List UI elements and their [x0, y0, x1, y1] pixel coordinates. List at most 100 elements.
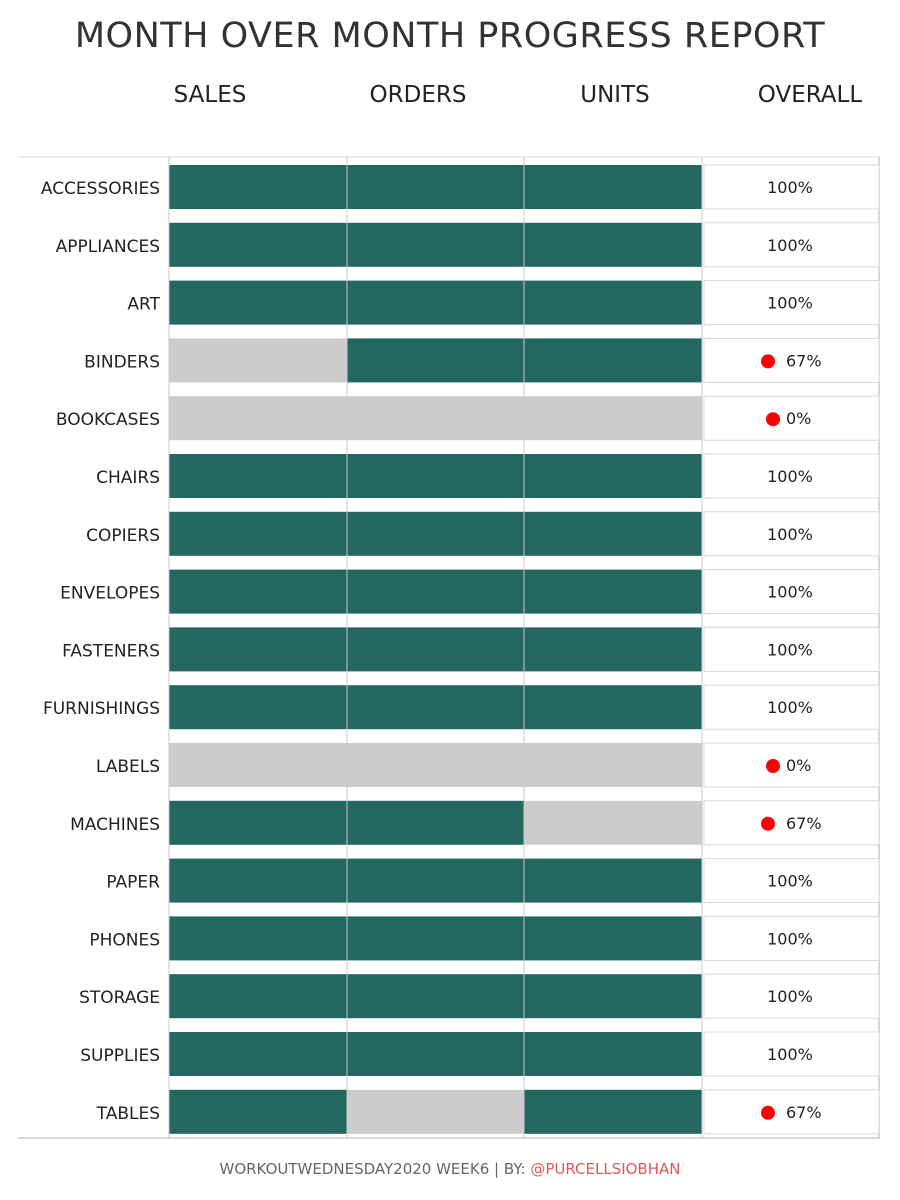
status-bar-units — [524, 569, 702, 614]
status-bar-orders — [347, 338, 525, 383]
row-label: TABLES — [96, 1104, 160, 1124]
overall-cell — [703, 800, 880, 846]
status-bar-units — [524, 685, 702, 730]
overall-cell — [703, 164, 880, 210]
overall-cell — [703, 511, 880, 557]
row-label: FURNISHINGS — [43, 699, 160, 719]
overall-value: 100% — [767, 987, 813, 1006]
flag-dot — [761, 816, 775, 831]
row-label: BOOKCASES — [56, 410, 160, 430]
overall-value: 100% — [767, 294, 813, 313]
status-bar-orders — [347, 627, 525, 672]
row-label: BINDERS — [84, 352, 160, 372]
status-bar-orders — [347, 743, 525, 787]
overall-value: 100% — [767, 236, 813, 255]
flag-dot — [761, 1105, 775, 1120]
column-header-overall: OVERALL — [757, 82, 863, 108]
status-bar-units — [524, 396, 702, 441]
status-bar-orders — [347, 396, 525, 441]
row-label: FASTENERS — [62, 641, 160, 661]
status-bar-units — [524, 165, 702, 209]
status-bar-units — [524, 222, 702, 267]
overall-value: 0% — [786, 756, 811, 775]
status-bar-orders — [347, 916, 525, 961]
status-bar-orders — [347, 1032, 525, 1076]
status-bar-units — [524, 627, 702, 672]
overall-value: 100% — [767, 583, 813, 602]
status-bar-orders — [347, 511, 525, 556]
status-bar-sales — [169, 685, 347, 730]
overall-value: 100% — [767, 640, 813, 659]
status-bar-sales — [169, 222, 347, 267]
row-label: COPIERS — [86, 526, 160, 546]
status-bar-units — [524, 280, 702, 325]
status-bar-units — [524, 1089, 702, 1134]
overall-cell — [703, 915, 880, 961]
overall-value: 100% — [767, 178, 813, 197]
overall-cell — [703, 1089, 880, 1135]
overall-cell — [703, 280, 880, 326]
column-header-orders: ORDERS — [369, 82, 467, 108]
status-bar-orders — [347, 165, 525, 209]
overall-cell — [703, 973, 880, 1019]
status-bar-sales — [169, 569, 347, 614]
flag-dot — [766, 412, 780, 427]
status-bar-orders — [347, 222, 525, 267]
status-bar-orders — [347, 1089, 525, 1134]
status-bar-sales — [169, 858, 347, 903]
column-header-units: UNITS — [580, 82, 650, 108]
status-bar-sales — [169, 280, 347, 325]
footer-credit: WORKOUTWEDNESDAY2020 WEEK6 | BY: @PURCEL… — [0, 1160, 900, 1178]
status-bar-units — [524, 800, 702, 845]
status-bar-orders — [347, 858, 525, 903]
status-bar-orders — [347, 800, 525, 845]
status-bar-sales — [169, 511, 347, 556]
overall-value: 67% — [786, 814, 822, 833]
overall-value: 100% — [767, 467, 813, 486]
row-label: STORAGE — [79, 988, 160, 1008]
overall-value: 100% — [767, 525, 813, 544]
row-label: SUPPLIES — [80, 1046, 160, 1066]
status-bar-units — [524, 858, 702, 903]
overall-cell — [703, 858, 880, 904]
status-bar-sales — [169, 338, 347, 383]
overall-cell — [703, 1031, 880, 1077]
overall-cell — [703, 626, 880, 672]
footer-prefix: WORKOUTWEDNESDAY2020 WEEK6 | BY: — [219, 1160, 531, 1178]
row-label: ENVELOPES — [60, 584, 160, 604]
status-bar-units — [524, 454, 702, 498]
overall-cell — [703, 395, 880, 441]
row-label: PHONES — [89, 930, 160, 950]
overall-cell — [703, 453, 880, 499]
flag-dot — [766, 759, 780, 773]
row-label: APPLIANCES — [56, 237, 160, 257]
overall-cell — [703, 684, 880, 730]
status-bar-orders — [347, 974, 525, 1019]
status-bar-orders — [347, 569, 525, 614]
column-header-sales: SALES — [173, 82, 247, 108]
overall-value: 67% — [786, 351, 822, 370]
footer-handle[interactable]: @PURCELLSIOBHAN — [530, 1160, 681, 1178]
row-label: LABELS — [96, 757, 160, 777]
status-bar-units — [524, 338, 702, 383]
overall-cell — [703, 742, 880, 788]
status-bar-units — [524, 511, 702, 556]
overall-cell — [703, 222, 880, 268]
status-bar-orders — [347, 685, 525, 730]
status-bar-sales — [169, 396, 347, 441]
status-bar-sales — [169, 743, 347, 787]
row-label: CHAIRS — [96, 468, 160, 488]
overall-value: 100% — [767, 1045, 813, 1064]
status-bar-sales — [169, 1089, 347, 1134]
status-bar-sales — [169, 974, 347, 1019]
status-bar-units — [524, 743, 702, 787]
status-bar-sales — [169, 165, 347, 209]
overall-value: 67% — [786, 1103, 822, 1122]
status-bar-units — [524, 916, 702, 961]
row-label: ACCESSORIES — [41, 179, 160, 199]
status-bar-sales — [169, 800, 347, 845]
row-label: MACHINES — [70, 815, 160, 835]
overall-cell — [703, 337, 880, 383]
overall-value: 0% — [786, 409, 811, 428]
status-bar-sales — [169, 916, 347, 961]
